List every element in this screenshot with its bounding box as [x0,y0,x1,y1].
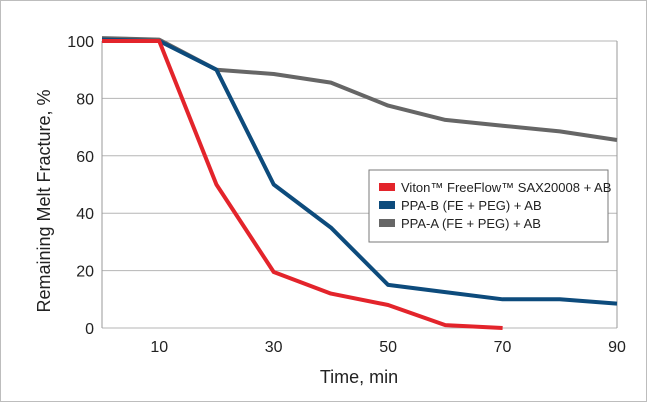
y-tick-label: 60 [76,149,94,166]
legend-swatch-1 [379,201,395,209]
x-tick-label: 10 [150,339,168,356]
legend-label-0: Viton™ FreeFlow™ SAX20008 + AB [401,180,611,195]
legend-label-1: PPA-B (FE + PEG) + AB [401,198,542,213]
x-axis-ticks: 10 30 50 70 90 [150,339,626,356]
y-tick-label: 40 [76,206,94,223]
series-lines [101,36,618,330]
x-tick-label: 30 [265,339,283,356]
y-axis-title: Remaining Melt Fracture, % [34,89,54,312]
x-tick-label: 70 [494,339,512,356]
legend-swatch-0 [379,183,395,191]
x-tick-label: 90 [608,339,626,356]
legend-swatch-2 [379,219,395,227]
series-line-0 [102,39,503,330]
legend-label-2: PPA-A (FE + PEG) + AB [401,216,541,231]
legend: Viton™ FreeFlow™ SAX20008 + AB PPA-B (FE … [368,169,611,243]
y-tick-label: 80 [76,91,94,108]
grid [101,40,618,329]
x-tick-label: 50 [379,339,397,356]
series-line-1 [101,37,618,306]
y-tick-label: 20 [76,264,94,281]
legend-box [368,169,609,243]
y-tick-label: 100 [67,34,94,51]
y-tick-label: 0 [85,321,94,338]
x-axis-title: Time, min [320,367,398,387]
y-axis-ticks: 0 20 40 60 80 100 [67,34,94,338]
